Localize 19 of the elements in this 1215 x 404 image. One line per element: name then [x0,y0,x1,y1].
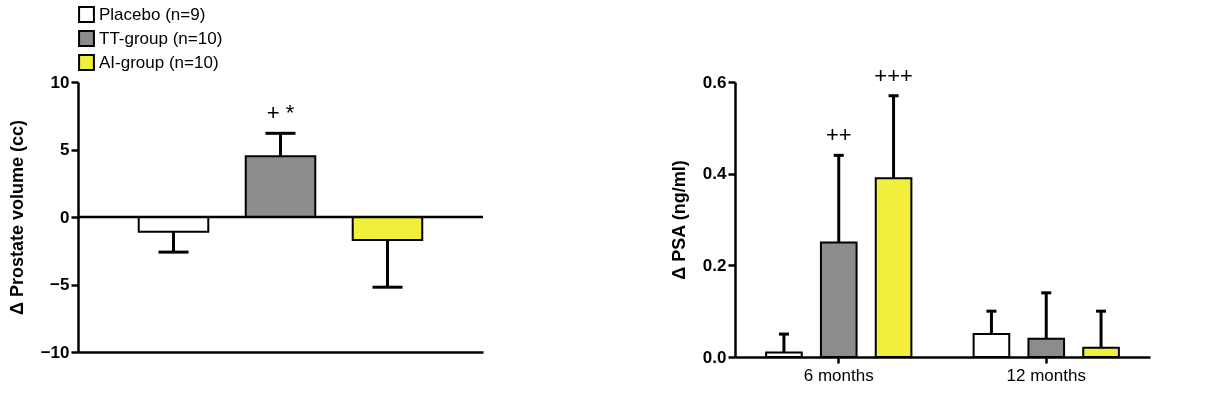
y-tick-label: 0 [60,207,70,227]
y-axis-title: Δ PSA (ng/ml) [668,160,689,280]
y-tick-label: 0.0 [702,347,727,367]
y-tick-label: 0.4 [702,164,728,184]
y-axis-title: Δ Prostate volume (cc) [6,120,27,315]
y-tick-label: −10 [40,342,70,362]
annotation: + * [266,100,295,126]
x-tick-label: 6 months [803,365,874,385]
legend-label: TT-group (n=10) [99,28,223,48]
annotation: ++ [825,122,852,148]
legend-label: AI-group (n=10) [99,52,219,72]
y-tick-label: 10 [50,72,70,92]
y-tick-label: −5 [50,275,70,294]
legend-label: Placebo (n=9) [99,4,206,24]
x-tick-label: 12 months [1006,365,1086,385]
y-tick-label: 0.6 [702,72,727,92]
y-tick-label: 5 [60,140,70,159]
y-tick-label: 0.2 [702,255,727,275]
annotation: +++ [874,62,913,88]
